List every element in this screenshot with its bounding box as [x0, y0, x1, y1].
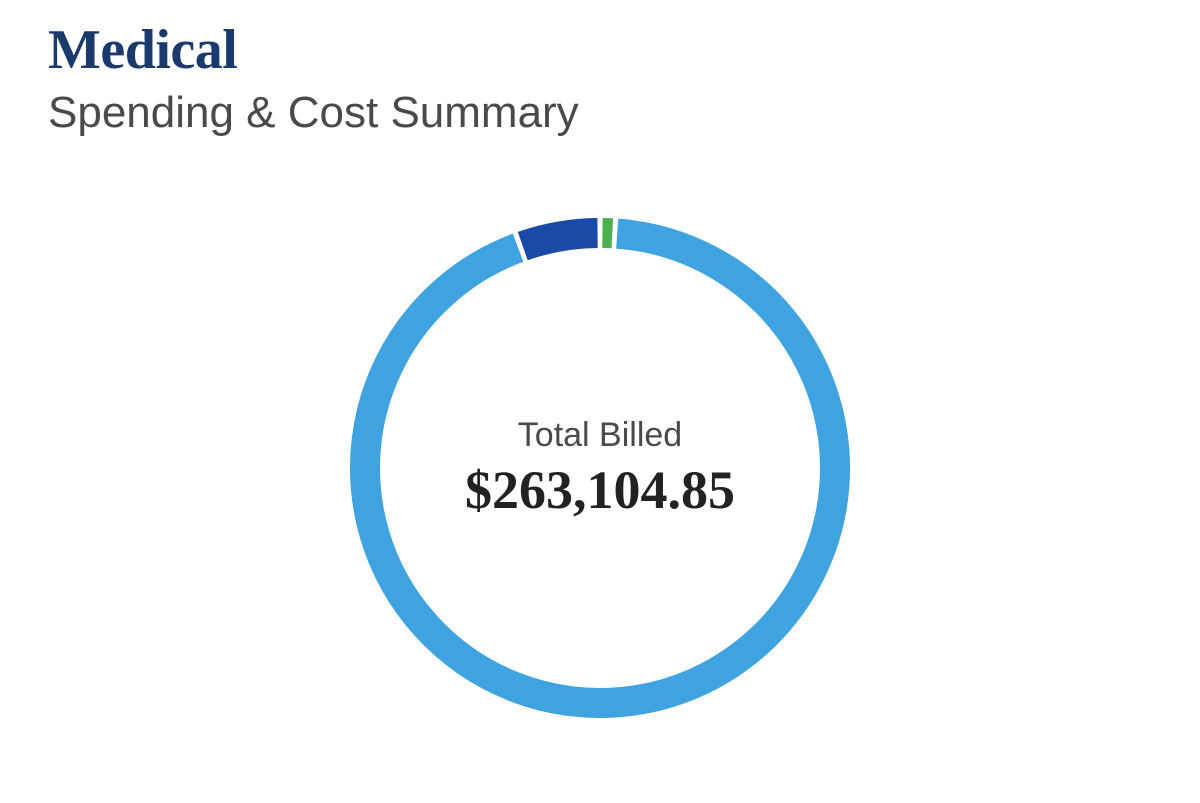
- spending-summary-page: Medical Spending & Cost Summary Total Bi…: [0, 0, 1200, 718]
- segment-light-blue: [365, 234, 835, 703]
- donut-chart: Total Billed $263,104.85: [350, 218, 850, 718]
- segment-dark-blue: [523, 233, 598, 246]
- donut-svg: [350, 218, 850, 718]
- page-subtitle: Spending & Cost Summary: [48, 88, 1152, 138]
- page-title: Medical: [48, 18, 1152, 82]
- chart-holder: Total Billed $263,104.85: [48, 218, 1152, 718]
